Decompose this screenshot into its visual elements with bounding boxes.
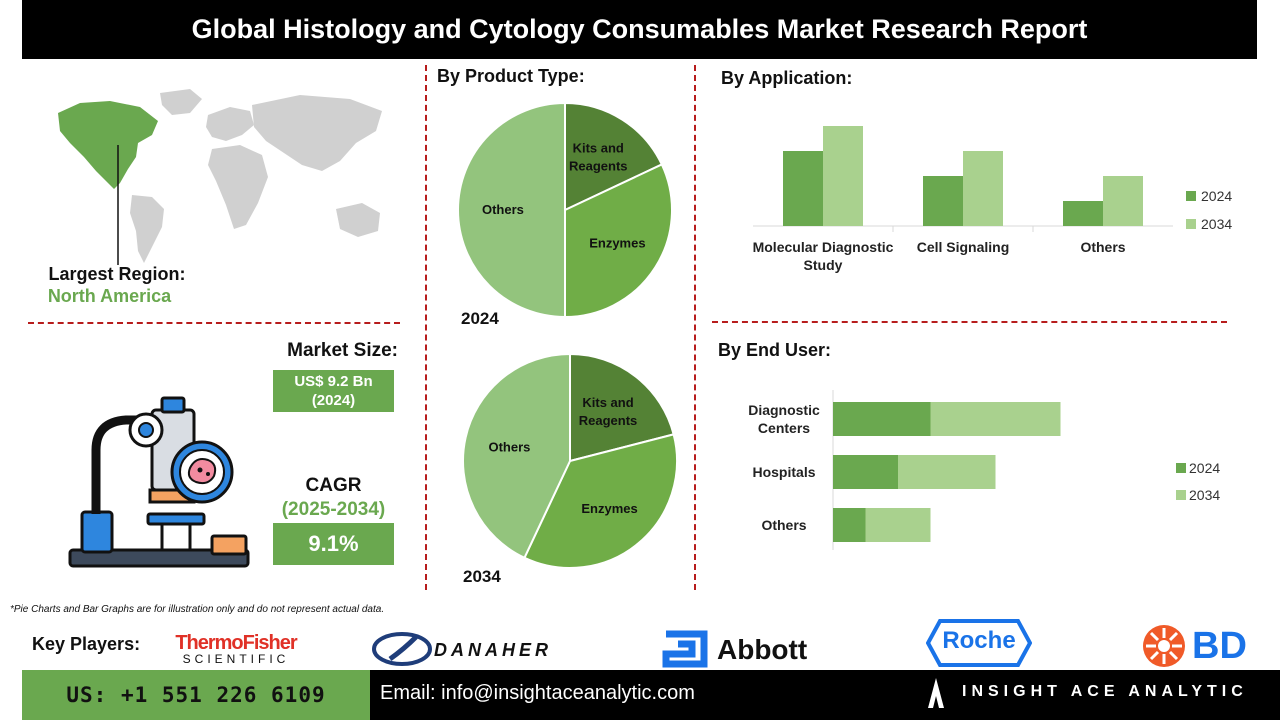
app-bar-others-2034 (1103, 176, 1143, 226)
thermofisher-logo: ThermoFisher SCIENTIFIC (166, 632, 306, 666)
pie-slice-kits-and-reagents (564, 101, 664, 212)
end-user-heading: By End User: (718, 340, 832, 360)
pie-slice-enzymes (564, 163, 673, 319)
pie-slice-kits-and-reagents (569, 352, 675, 463)
cagr-value: 9.1% (308, 531, 359, 556)
danaher-name: DANAHER (434, 640, 552, 660)
user-bar-diagnostic-centers-2034 (930, 402, 1061, 436)
thermofisher-name: ThermoFisher (175, 632, 297, 654)
product-type-heading: By Product Type: (437, 66, 585, 86)
app-bar-others-2024 (1063, 201, 1103, 226)
map-greenland (160, 89, 202, 115)
pie-2034-year-label: 2034 (463, 567, 501, 586)
user-legend-label-2024: 2024 (1189, 460, 1220, 476)
pie-label-enzymes: Enzymes (589, 235, 645, 250)
cagr-box: 9.1% (273, 523, 394, 565)
user-category-others: Others (761, 517, 806, 533)
page-title: Global Histology and Cytology Consumable… (191, 14, 1088, 44)
user-category-hospitals: Hospitals (752, 464, 815, 480)
bd-name: BD (1192, 625, 1247, 667)
danaher-mark-icon (372, 632, 432, 666)
user-bar-hospitals-2024 (833, 455, 898, 489)
abbott-name: Abbott (717, 634, 808, 665)
danaher-logo: DANAHER (372, 631, 592, 667)
map-south-america (130, 195, 164, 263)
footer-bar (370, 670, 1280, 720)
app-legend-swatch-2024 (1186, 191, 1196, 201)
application-bar-chart: Molecular Diagnostic Study Cell Signaling O… (753, 126, 1232, 273)
pie-label-enzymes: Enzymes (581, 501, 637, 516)
roche-hexagon-icon (926, 619, 1032, 667)
divider-vertical-left (425, 65, 427, 590)
divider-horizontal-right (712, 321, 1227, 323)
thermofisher-scientific: SCIENTIFIC (182, 652, 290, 666)
footnote: *Pie Charts and Bar Graphs are for illus… (10, 604, 385, 615)
footer-brand: INSIGHT ACE ANALYTIC (962, 683, 1248, 700)
app-bar-molecular-diagnostic-study-2034 (823, 126, 863, 226)
app-bar-molecular-diagnostic-study-2024 (783, 151, 823, 226)
end-user-bar-chart: Diagnostic Centers Hospitals Others 2024 2034 (748, 390, 1220, 550)
app-bar-cell-signaling-2024 (923, 176, 963, 226)
app-legend-swatch-2034 (1186, 219, 1196, 229)
abbott-logo: Abbott (662, 630, 822, 670)
map-africa (208, 145, 268, 229)
app-category-others: Others (1080, 239, 1125, 255)
user-legend-swatch-2034 (1176, 490, 1186, 500)
divider-vertical-right (694, 65, 696, 590)
pie-label-kits-and-reagents: Kits and Reagents (569, 141, 628, 174)
user-bar-others-2024 (833, 508, 866, 542)
cagr-label: CAGR (305, 475, 362, 496)
app-category-molecular-diagnostic-study: Molecular Diagnostic Study (753, 239, 894, 273)
pie-slice-others (462, 352, 571, 560)
market-size-value: US$ 9.2 Bn (294, 373, 373, 390)
roche-name: Roche (942, 627, 1016, 654)
app-legend-label-2024: 2024 (1201, 188, 1232, 204)
map-north-america (58, 101, 158, 189)
map-europe (206, 107, 254, 141)
pie-chart-2034: Kits and Reagents Enzymes Others (462, 352, 678, 569)
roche-logo: Roche (926, 617, 1032, 669)
world-map (58, 89, 382, 265)
divider-horizontal-left (28, 322, 400, 324)
user-bar-diagnostic-centers-2024 (833, 402, 931, 436)
bd-logo: BD (1142, 624, 1262, 668)
user-category-diagnostic-centers: Diagnostic Centers (748, 402, 820, 436)
pie-label-kits-and-reagents: Kits and Reagents (579, 395, 638, 428)
bd-sunburst-icon (1143, 625, 1185, 667)
app-bar-cell-signaling-2034 (963, 151, 1003, 226)
insight-ace-logo-icon (928, 678, 944, 708)
pie-slice-others (457, 101, 566, 319)
market-size-year: (2024) (311, 392, 356, 409)
app-category-cell-signaling: Cell Signaling (917, 239, 1010, 255)
largest-region-label: Largest Region: (48, 264, 186, 284)
app-legend-label-2034: 2034 (1201, 216, 1232, 232)
abbott-mark-icon (662, 630, 708, 668)
key-players-label: Key Players: (32, 634, 141, 654)
market-size-box: US$ 9.2 Bn (2024) (273, 370, 394, 412)
pie-chart-2024: Kits and Reagents Enzymes Others (457, 101, 673, 319)
user-bar-others-2034 (865, 508, 931, 542)
footer-phone[interactable]: US: +1 551 226 6109 (22, 670, 370, 720)
map-australia (336, 203, 380, 237)
market-size-label: Market Size: (287, 340, 398, 361)
microscope-icon (68, 396, 250, 568)
pie-label-others: Others (482, 202, 524, 217)
title-bar: Global Histology and Cytology Consumable… (22, 0, 1257, 59)
map-asia (252, 95, 382, 171)
pie-2024-year-label: 2024 (461, 309, 499, 328)
pie-label-others: Others (488, 439, 530, 454)
largest-region-value: North America (47, 286, 172, 306)
pie-slice-enzymes (523, 433, 678, 569)
user-bar-hospitals-2034 (898, 455, 996, 489)
user-legend-swatch-2024 (1176, 463, 1186, 473)
footer-email[interactable]: Email: info@insightaceanalytic.com (380, 682, 695, 704)
application-heading: By Application: (721, 68, 853, 88)
cagr-period: (2025-2034) (281, 499, 386, 520)
user-legend-label-2034: 2034 (1189, 487, 1220, 503)
